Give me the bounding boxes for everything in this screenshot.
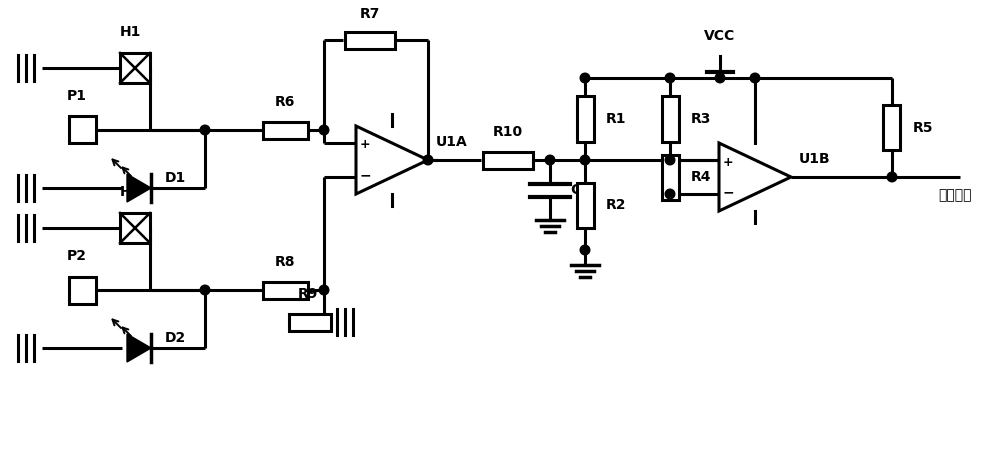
Text: U1B: U1B (799, 152, 831, 166)
Circle shape (545, 155, 555, 165)
Text: D2: D2 (165, 331, 186, 345)
Circle shape (887, 172, 897, 182)
Text: C1: C1 (570, 183, 590, 197)
Circle shape (665, 73, 675, 83)
Text: R3: R3 (691, 112, 711, 126)
Bar (483, 152, 533, 168)
Text: +: + (360, 139, 370, 152)
Text: R7: R7 (360, 7, 380, 21)
Bar (68, 276, 96, 303)
Circle shape (665, 155, 675, 165)
Text: R4: R4 (691, 170, 712, 184)
Text: R5: R5 (913, 121, 934, 135)
Text: R6: R6 (275, 95, 295, 109)
Circle shape (580, 245, 590, 255)
Bar (884, 105, 900, 150)
Text: P1: P1 (67, 89, 87, 103)
Bar (662, 154, 678, 199)
Text: −: − (722, 185, 734, 199)
Bar (120, 53, 150, 83)
Bar (120, 213, 150, 243)
Bar (289, 314, 331, 330)
Circle shape (423, 155, 433, 165)
Polygon shape (127, 174, 151, 202)
Text: P2: P2 (67, 249, 87, 263)
Bar (345, 32, 395, 49)
Text: R8: R8 (275, 255, 295, 269)
Text: R9: R9 (298, 287, 318, 301)
Bar (576, 96, 594, 141)
Text: D1: D1 (165, 171, 186, 185)
Bar (662, 96, 678, 141)
Text: VCC: VCC (704, 29, 736, 43)
Bar (262, 122, 308, 139)
Circle shape (715, 73, 725, 83)
Text: 输出信号: 输出信号 (938, 188, 972, 202)
Text: U1A: U1A (436, 135, 468, 149)
Bar (262, 282, 308, 298)
Circle shape (580, 73, 590, 83)
Text: H2: H2 (119, 185, 141, 199)
Text: +: + (723, 156, 733, 168)
Circle shape (665, 189, 675, 199)
Circle shape (319, 125, 329, 135)
Circle shape (580, 155, 590, 165)
Circle shape (200, 285, 210, 295)
Bar (576, 183, 594, 228)
Circle shape (200, 125, 210, 135)
Polygon shape (127, 334, 151, 362)
Circle shape (319, 285, 329, 295)
Text: H1: H1 (119, 25, 141, 39)
Text: R10: R10 (493, 125, 523, 139)
Text: R2: R2 (606, 198, 626, 212)
Text: −: − (359, 168, 371, 182)
Bar (68, 117, 96, 144)
Circle shape (750, 73, 760, 83)
Text: R1: R1 (606, 112, 626, 126)
